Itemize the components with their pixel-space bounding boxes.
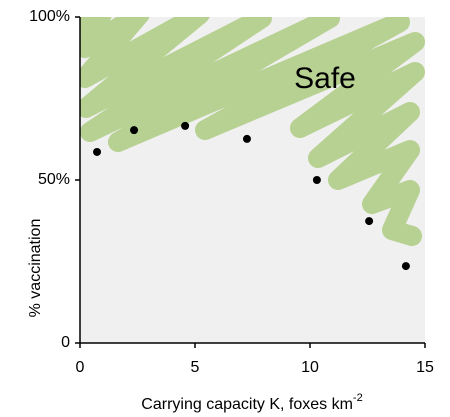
point [401,262,410,271]
x-tick-label: 10 [301,359,319,376]
y-axis-label: % vaccination [27,219,44,318]
safe-region [80,17,425,246]
y-tick-label: 100% [29,8,70,25]
point [181,121,190,130]
point [312,176,321,184]
x-tick-label: 0 [76,359,85,376]
y-tick-label: 50% [38,171,70,188]
x-tick-label: 5 [191,359,200,376]
x-axis-label-superscript: -2 [353,392,363,404]
x-axis-label-text: Carrying capacity K, foxes km [141,396,353,413]
annotation: Safe [294,62,356,95]
point [365,217,374,226]
y-tick-label: 0 [61,334,70,351]
x-tick-label: 15 [416,359,434,376]
point [130,126,139,135]
point [93,147,102,156]
x-axis-label: Carrying capacity K, foxes km-2 [141,392,362,413]
point [242,134,251,143]
